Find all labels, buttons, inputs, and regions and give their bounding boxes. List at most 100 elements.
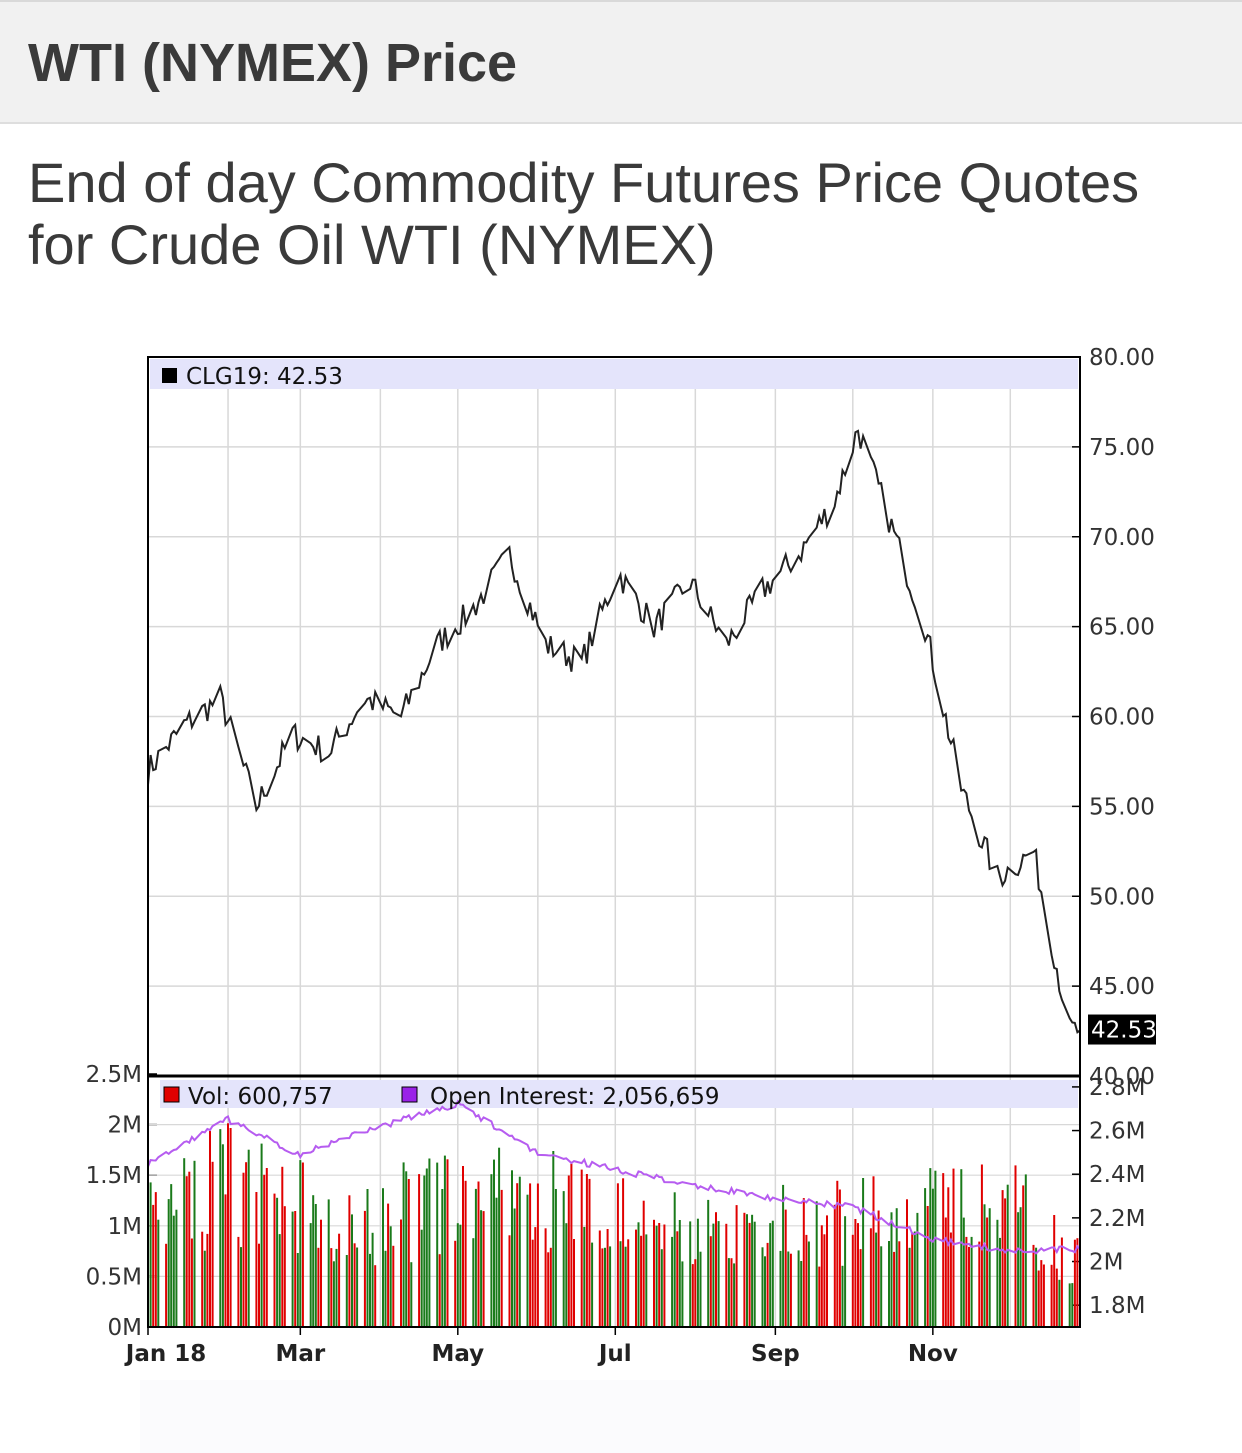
volume-bar: [229, 1128, 232, 1327]
volume-bar: [725, 1223, 728, 1327]
volume-bar: [493, 1159, 495, 1327]
volume-bar: [769, 1223, 772, 1327]
volume-bar: [640, 1235, 643, 1327]
volume-bar: [165, 1243, 168, 1327]
volume-bar: [154, 1192, 157, 1327]
volume-bar: [906, 1199, 908, 1327]
volume-bar: [733, 1263, 736, 1327]
volume-bar: [857, 1223, 859, 1327]
volume-bar: [1053, 1215, 1056, 1327]
volume-bar: [797, 1250, 800, 1327]
last-price-label: 42.53: [1091, 1018, 1157, 1044]
volume-bar: [518, 1176, 521, 1327]
price-tick-label: 70.00: [1089, 525, 1155, 551]
volume-bar: [301, 1162, 304, 1327]
open-interest-tick-label: 2.2M: [1089, 1206, 1145, 1232]
page-subtitle: End of day Commodity Futures Price Quote…: [28, 151, 1140, 276]
volume-bar: [960, 1169, 963, 1327]
x-axis-tick-label: May: [431, 1341, 484, 1367]
volume-bar: [717, 1221, 720, 1327]
volume-bar: [149, 1182, 152, 1327]
page-title: WTI (NYMEX) Price: [28, 33, 518, 93]
volume-bar: [789, 1253, 792, 1327]
volume-bar: [260, 1143, 263, 1327]
price-tick-label: 80.00: [1089, 345, 1155, 371]
volume-bar: [418, 1174, 421, 1327]
volume-bar: [167, 1199, 170, 1327]
price-tick-label: 50.00: [1089, 884, 1155, 910]
price-volume-chart: 80.00 75.00 70.00 65.00 60.00 55.00 50.00 45.00…: [86, 345, 1157, 1367]
volume-bar: [498, 1147, 501, 1327]
volume-bar: [691, 1264, 694, 1327]
volume-bar: [604, 1247, 606, 1327]
volume-bar: [420, 1229, 423, 1327]
volume-bar: [709, 1236, 712, 1327]
volume-bar: [170, 1184, 173, 1327]
volume-bar: [511, 1170, 513, 1327]
volume-left-tick-label: 2.5M: [86, 1062, 142, 1088]
volume-bar: [332, 1261, 335, 1327]
volume-bar: [554, 1189, 557, 1327]
volume-bar: [436, 1162, 439, 1327]
volume-bar: [844, 1216, 847, 1327]
volume-bar: [1071, 1283, 1074, 1327]
volume-bar: [1042, 1264, 1045, 1327]
volume-bar: [255, 1192, 258, 1327]
volume-bar: [637, 1222, 640, 1327]
open-interest-tick-label: 2.8M: [1089, 1075, 1145, 1101]
volume-bar: [642, 1200, 645, 1327]
volume-bar: [428, 1158, 431, 1327]
volume-bar: [1035, 1247, 1038, 1327]
volume-bar: [423, 1175, 426, 1327]
volume-bar: [926, 1206, 929, 1327]
volume-bar: [823, 1234, 826, 1327]
volume-bar: [348, 1195, 351, 1327]
volume-bar: [694, 1259, 697, 1327]
volume-bar: [800, 1261, 803, 1327]
x-axis-tick-label: Jan 18: [124, 1341, 206, 1367]
volume-legend-band: [160, 1080, 1078, 1108]
volume-bar: [890, 1212, 893, 1327]
volume-bar: [265, 1168, 268, 1327]
volume-bar: [678, 1220, 681, 1327]
volume-bar: [689, 1221, 692, 1327]
volume-bar: [712, 1223, 715, 1327]
volume-bar: [462, 1166, 464, 1327]
volume-bar: [978, 1241, 981, 1327]
volume-bar: [296, 1253, 299, 1327]
price-tick-label: 45.00: [1089, 974, 1155, 1000]
volume-bar: [402, 1162, 405, 1327]
volume-legend-swatch: [163, 1086, 180, 1103]
volume-bar: [606, 1229, 609, 1327]
volume-bar: [529, 1183, 532, 1327]
volume-bar: [338, 1233, 341, 1327]
volume-bar: [735, 1205, 738, 1327]
volume-bar: [240, 1247, 242, 1327]
volume-bar: [258, 1243, 260, 1327]
volume-bar: [425, 1168, 428, 1327]
volume-bar: [653, 1219, 655, 1327]
volume-bar: [185, 1176, 188, 1327]
volume-bar: [345, 1255, 348, 1327]
volume-bar: [895, 1208, 898, 1327]
volume-bar: [929, 1168, 932, 1327]
volume-bar: [183, 1158, 186, 1327]
volume-bar: [826, 1215, 828, 1327]
volume-bar: [913, 1231, 916, 1327]
volume-bar: [369, 1253, 371, 1327]
volume-bar: [203, 1250, 206, 1327]
volume-bar: [805, 1234, 808, 1327]
volume-legend-label: Vol: 600,757: [188, 1084, 333, 1110]
volume-bar: [477, 1181, 480, 1327]
volume-bar: [609, 1246, 612, 1327]
volume-bar: [851, 1234, 854, 1327]
volume-bar: [221, 1144, 224, 1327]
volume-bar: [673, 1192, 676, 1327]
volume-bar: [314, 1204, 317, 1327]
volume-bar: [247, 1149, 250, 1327]
volume-bar: [1040, 1260, 1043, 1327]
volume-bar: [366, 1189, 369, 1327]
volume-bar: [751, 1214, 754, 1327]
volume-bar: [911, 1232, 914, 1327]
volume-bar: [294, 1211, 297, 1327]
